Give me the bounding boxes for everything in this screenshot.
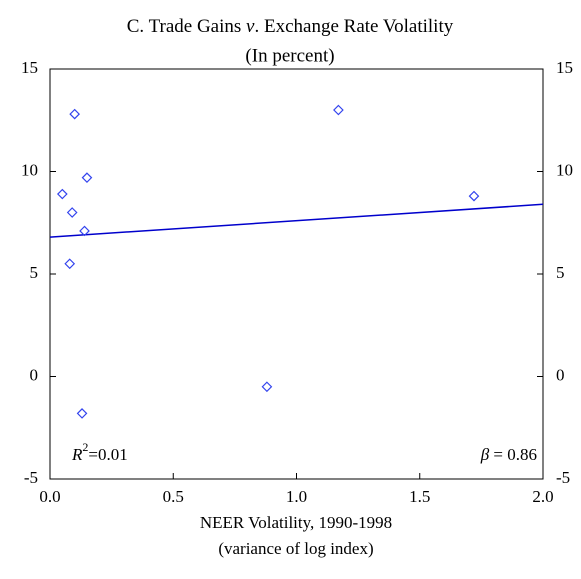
beta-value: = 0.86 [493,445,537,464]
fit-line [49,203,544,238]
y2-tick-label: 15 [556,58,573,77]
point [333,104,344,116]
x-axis-label: NEER Volatility, 1990-1998 [200,513,392,532]
title-italic: v [246,16,255,37]
chart-title: C. Trade Gains v. Exchange Rate Volatili… [127,16,454,37]
y-tick-label: 5 [30,263,39,282]
y2-tick-label: -5 [556,468,570,487]
r2-annotation: R2=0.01 [71,440,128,464]
y-tick-label: 10 [21,160,38,179]
point [64,258,76,270]
r2-value: =0.01 [88,445,127,464]
y2-tick-label: 10 [556,160,573,179]
r2-symbol: R [71,445,83,464]
beta-annotation: β = 0.86 [480,445,537,464]
x-axis-note: (variance of log index) [218,539,373,558]
plot-frame [49,68,544,480]
title-suffix: . Exchange Rate Volatility [254,16,453,37]
point [76,408,88,419]
x-tick-label: 2.0 [532,487,553,506]
point [81,172,93,183]
chart-subtitle: (In percent) [245,45,334,66]
y2-tick-label: 5 [556,263,565,282]
point [69,108,80,120]
beta-symbol: β [480,445,490,464]
point [468,190,480,202]
x-tick-label: 1.0 [286,487,307,506]
point [261,381,273,393]
point [66,207,78,218]
point [79,225,90,237]
x-tick-label: 0.0 [39,487,60,506]
point [56,188,68,200]
x-tick-label: 1.5 [409,487,430,506]
y-tick-label: 15 [21,58,38,77]
y2-tick-label: 0 [556,365,565,384]
y-tick-label: 0 [30,365,39,384]
y-tick-label: -5 [24,468,38,487]
x-tick-label: 0.5 [163,487,184,506]
title-prefix: C. Trade Gains [127,16,242,37]
r2-sup: 2 [82,440,88,454]
